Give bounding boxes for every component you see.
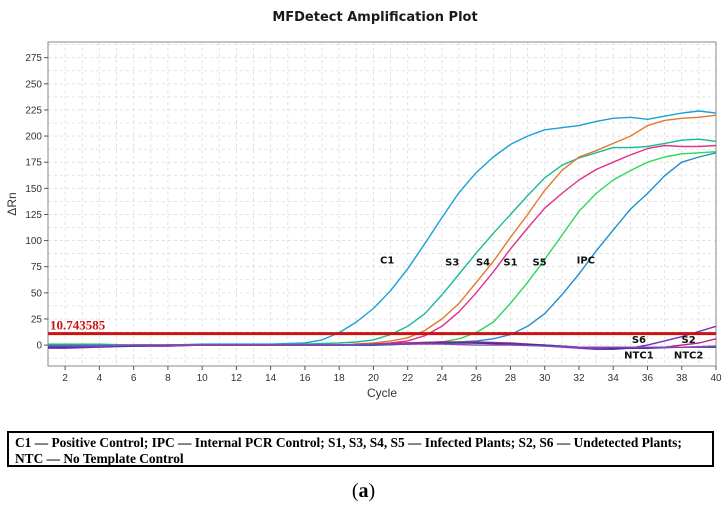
x-tick-label: 32 (573, 373, 585, 384)
x-tick-label: 36 (642, 373, 654, 384)
y-tick-label: 125 (25, 210, 42, 221)
x-tick-label: 10 (197, 373, 209, 384)
y-axis-label: ΔRn (5, 192, 19, 215)
series-line-s4 (48, 114, 717, 346)
x-tick-label: 26 (471, 373, 483, 384)
x-tick-label: 2 (62, 373, 68, 384)
chart-title: MFDetect Amplification Plot (272, 10, 477, 25)
y-tick-label: 275 (25, 53, 42, 64)
series-annotation-s2: S2 (682, 335, 696, 346)
x-tick-label: 38 (676, 373, 688, 384)
caption-close-paren: ) (368, 480, 376, 502)
y-tick-label: 0 (36, 341, 42, 352)
x-tick-label: 12 (231, 373, 243, 384)
series-line-ipc (48, 152, 717, 346)
series-annotation-s5: S5 (532, 258, 546, 269)
series-lines (48, 110, 717, 350)
x-tick-label: 24 (436, 373, 448, 384)
x-tick-label: 40 (710, 373, 722, 384)
caption-open-paren: ( (351, 480, 359, 502)
grid (47, 42, 717, 366)
amplification-plot: MFDetect Amplification Plot 2 4 6 8 10 12 14 16… (5, 10, 722, 400)
series-annotation-s3: S3 (445, 258, 459, 269)
x-tick-label: 18 (334, 373, 346, 384)
series-line-ntc2 (48, 343, 717, 348)
plot-area-frame (47, 41, 717, 367)
caption-letter: a (358, 480, 369, 502)
series-annotations: C1 S3 S4 S1 S5 IPC S6 S2 NTC1 NTC2 (380, 256, 703, 362)
x-tick-label: 16 (299, 373, 311, 384)
figure-caption: (a) (0, 480, 727, 503)
series-line-s5 (48, 151, 717, 346)
y-tick-label: 25 (31, 314, 43, 325)
x-tick-label: 6 (131, 373, 137, 384)
y-tick-label: 150 (25, 184, 42, 195)
series-annotation-ipc: IPC (577, 256, 595, 267)
y-tick-label: 250 (25, 79, 42, 90)
y-tick-label: 50 (31, 288, 43, 299)
series-annotation-s4: S4 (476, 258, 490, 269)
x-tick-label: 20 (368, 373, 380, 384)
series-annotation-ntc2: NTC2 (674, 351, 704, 362)
series-annotation-s1: S1 (503, 258, 517, 269)
x-tick-label: 22 (402, 373, 414, 384)
x-tick-label: 28 (505, 373, 517, 384)
x-tick-label: 30 (539, 373, 551, 384)
series-annotation-ntc1: NTC1 (624, 351, 654, 362)
axis-ticks: 2 4 6 8 10 12 14 16 18 20 22 24 26 28 30 32 34 36 38 400255… (25, 53, 722, 384)
x-tick-label: 8 (165, 373, 171, 384)
series-line-c1 (48, 110, 717, 346)
x-axis-label: Cycle (367, 386, 397, 400)
y-tick-label: 100 (25, 236, 42, 247)
series-line-s3 (48, 138, 717, 347)
y-tick-label: 75 (31, 262, 43, 273)
series-annotation-s6: S6 (632, 335, 646, 346)
y-tick-label: 200 (25, 132, 42, 143)
x-tick-label: 14 (265, 373, 277, 384)
y-tick-label: 225 (25, 105, 42, 116)
x-tick-label: 4 (97, 373, 103, 384)
y-tick-label: 175 (25, 158, 42, 169)
x-tick-label: 34 (608, 373, 620, 384)
series-line-s1 (48, 144, 717, 348)
series-annotation-c1: C1 (380, 256, 394, 267)
threshold-label: 10.743585 (50, 318, 106, 333)
legend-description-box: C1 — Positive Control; IPC — Internal PC… (7, 431, 714, 467)
